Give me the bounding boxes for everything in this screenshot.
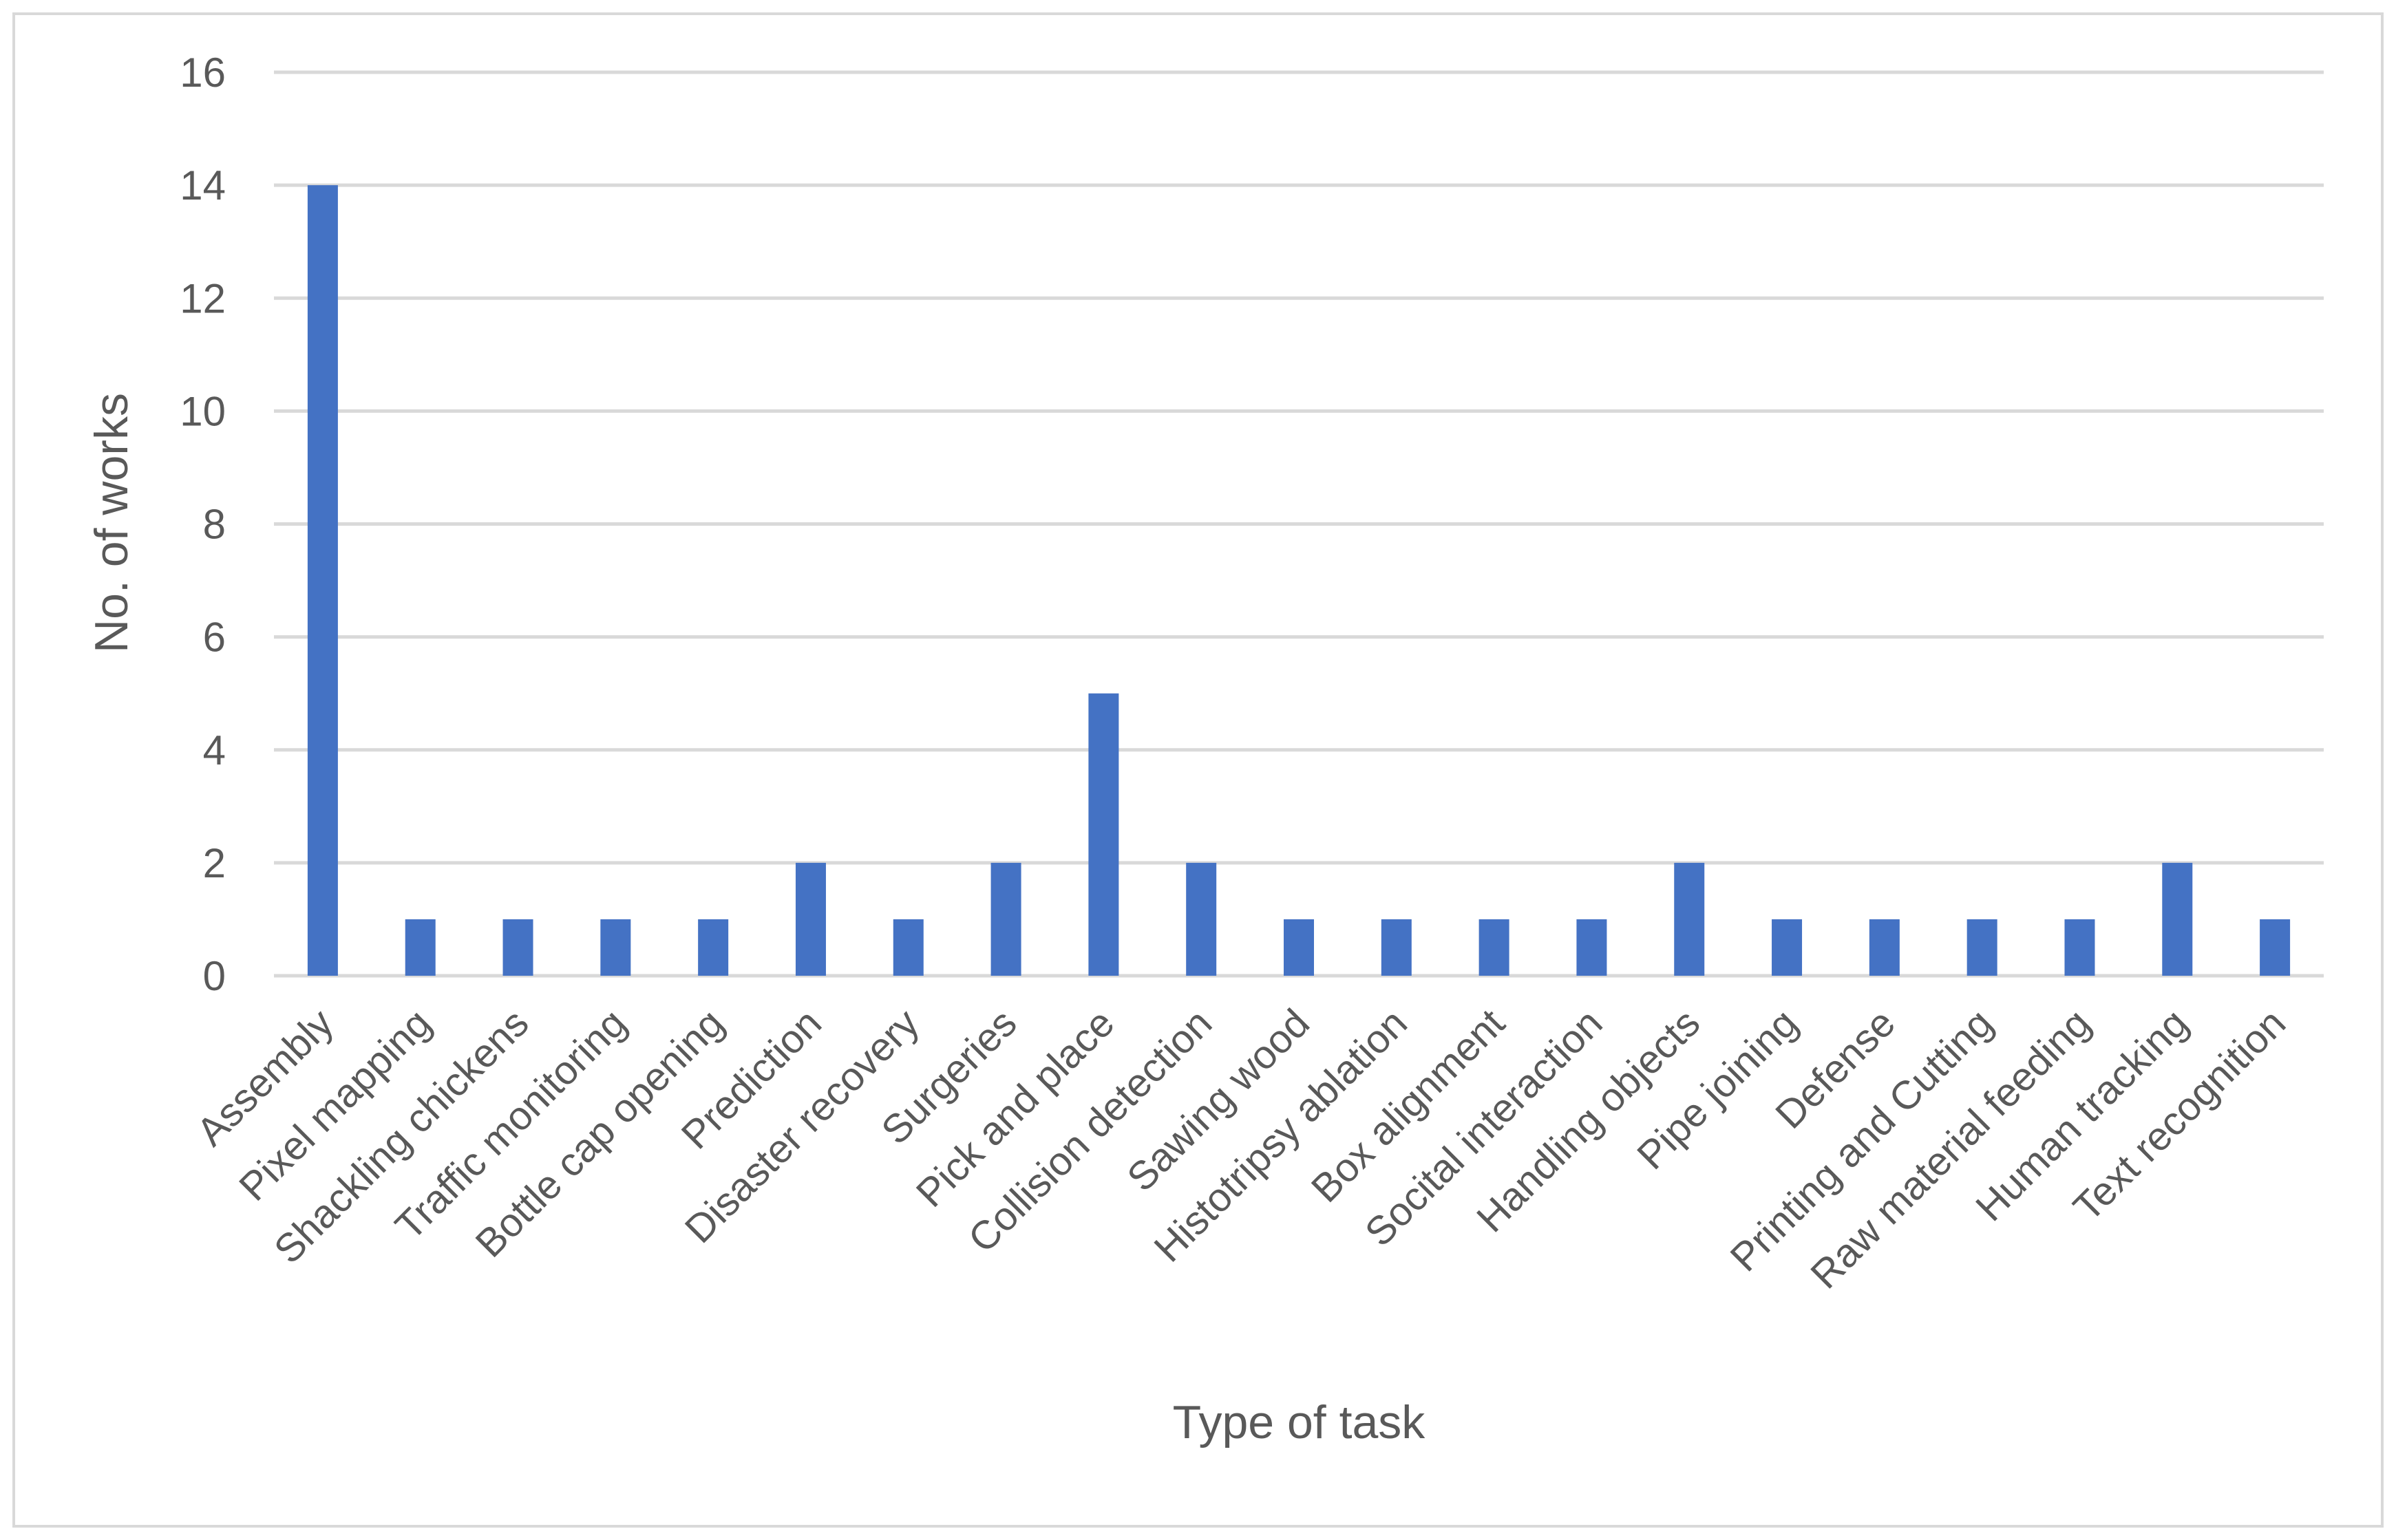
bar-disaster-recovery [893, 919, 924, 976]
bar-sawing-wood [1284, 919, 1314, 976]
y-tick-label: 2 [203, 840, 226, 886]
bar-socital-interaction [1576, 919, 1607, 976]
y-tick-label: 4 [203, 727, 226, 773]
bar-raw-material-feeding [2064, 919, 2095, 976]
bar-handling-objects [1674, 862, 1705, 976]
bar-pipe-joining [1772, 919, 1803, 976]
bar-collision-detection [1186, 862, 1217, 976]
y-axis-title: No. of works [85, 393, 138, 653]
bar-pick-and-place [1088, 693, 1119, 976]
bar-prediction [795, 862, 826, 976]
y-tick-label: 8 [203, 502, 226, 548]
bar-traffic-monitoring [600, 919, 631, 976]
y-axis-ticks: 0 2 4 6 8 10 12 14 16 [180, 50, 226, 999]
y-tick-label: 10 [180, 388, 226, 434]
bar-assembly [307, 185, 338, 976]
bar-bottle-cap-opening [698, 919, 729, 976]
bar-surgeries [990, 862, 1021, 976]
y-tick-label: 12 [180, 275, 226, 321]
bar-text-recognition [2260, 919, 2291, 976]
bar-human-tracking [2162, 862, 2193, 976]
y-tick-label: 0 [203, 953, 226, 999]
chart-frame [12, 12, 2384, 1528]
bar-defense [1869, 919, 1900, 976]
bar-box-alignment [1478, 919, 1509, 976]
y-tick-label: 6 [203, 614, 226, 661]
bar-shackling-chickens [502, 919, 533, 976]
bar-printing-and-cutting [1966, 919, 1997, 976]
y-tick-label: 14 [180, 162, 226, 208]
bar-histotripsy-ablation [1381, 919, 1412, 976]
bar-pixel-mapping [405, 919, 436, 976]
bars [307, 185, 2291, 976]
y-tick-label: 16 [180, 50, 226, 96]
x-axis-title: Type of task [1173, 1396, 1426, 1448]
gridlines [274, 70, 2324, 978]
